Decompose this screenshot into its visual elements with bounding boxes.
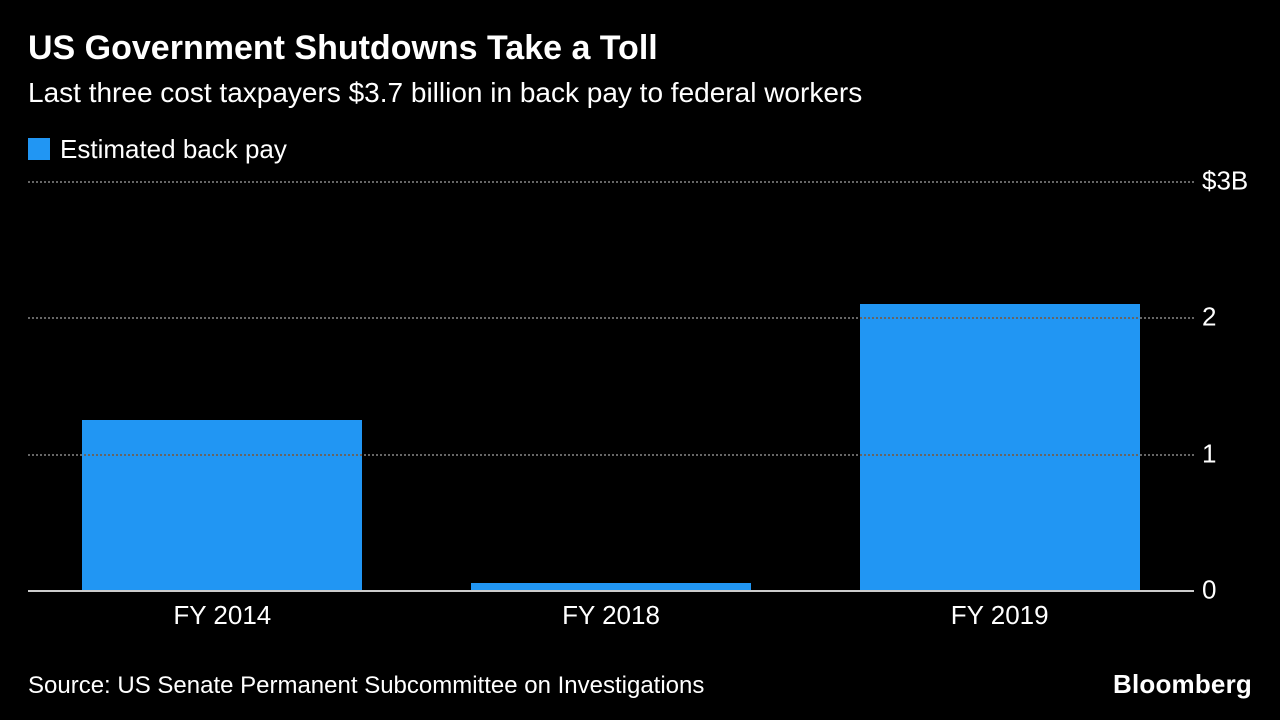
chart-title: US Government Shutdowns Take a Toll	[28, 28, 1252, 69]
x-axis-labels: FY 2014FY 2018FY 2019	[28, 600, 1252, 631]
y-tick-label: $3B	[1202, 165, 1248, 196]
chart-subtitle: Last three cost taxpayers $3.7 billion i…	[28, 75, 1252, 110]
baseline	[28, 590, 1194, 592]
y-tick-label: 1	[1202, 438, 1216, 469]
source-text: Source: US Senate Permanent Subcommittee…	[28, 672, 704, 700]
bar	[860, 304, 1140, 590]
gridline	[28, 181, 1194, 183]
y-axis: $3B210	[1194, 181, 1252, 590]
x-tick-label: FY 2014	[28, 600, 417, 631]
bar	[82, 420, 362, 591]
gridline	[28, 454, 1194, 456]
gridline	[28, 317, 1194, 319]
plot-area	[28, 181, 1194, 590]
brand-text: Bloomberg	[1113, 669, 1252, 700]
x-tick-label: FY 2019	[805, 600, 1194, 631]
y-tick-label: 2	[1202, 302, 1216, 333]
chart-footer: Source: US Senate Permanent Subcommittee…	[28, 669, 1252, 700]
chart-area: $3B210	[28, 181, 1252, 590]
bar	[471, 583, 751, 590]
bars-layer	[28, 181, 1194, 590]
chart-legend: Estimated back pay	[28, 134, 1252, 165]
chart-header: US Government Shutdowns Take a Toll Last…	[28, 28, 1252, 110]
legend-label: Estimated back pay	[60, 134, 287, 165]
chart-container: US Government Shutdowns Take a Toll Last…	[0, 0, 1280, 720]
x-tick-label: FY 2018	[417, 600, 806, 631]
y-tick-label: 0	[1202, 575, 1216, 606]
legend-swatch	[28, 138, 50, 160]
